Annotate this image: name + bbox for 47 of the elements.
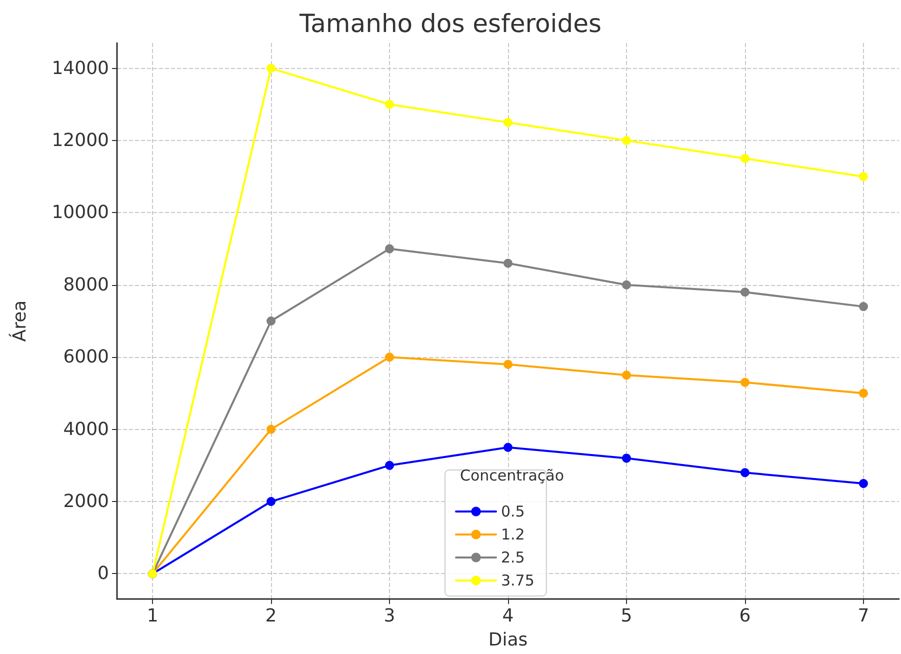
y-tick-label: 6000 bbox=[63, 346, 109, 368]
point bbox=[504, 258, 512, 268]
legend-label: 2.5 bbox=[501, 548, 525, 566]
point bbox=[266, 64, 276, 73]
x-tick-label: 2 bbox=[265, 606, 277, 626]
point bbox=[266, 316, 276, 326]
x-tick-label: 6 bbox=[739, 606, 751, 626]
y-tick-label: 12000 bbox=[52, 130, 109, 151]
chart-title: Tamanho dos esferoides bbox=[298, 9, 602, 38]
y-tick-label: 10000 bbox=[52, 202, 109, 224]
point bbox=[858, 478, 868, 488]
legend-title: Concentração bbox=[460, 466, 564, 484]
y-tick-label: 8000 bbox=[63, 274, 109, 296]
y-tick-label: 4000 bbox=[63, 418, 109, 440]
x-tick-label: 4 bbox=[502, 606, 514, 626]
y-tick-label: 0 bbox=[98, 563, 109, 584]
x-tick-label: 7 bbox=[858, 606, 870, 626]
x-tick-label: 3 bbox=[384, 606, 396, 626]
point bbox=[504, 442, 512, 452]
point bbox=[385, 352, 394, 362]
legend-label: 0.5 bbox=[501, 502, 525, 520]
x-axis-title: Dias bbox=[488, 630, 528, 650]
x-tick-label: 5 bbox=[620, 606, 632, 626]
legend-label: 3.75 bbox=[501, 572, 534, 590]
legend-label: 1.2 bbox=[501, 526, 525, 544]
point bbox=[622, 454, 631, 463]
y-tick-label: 14000 bbox=[52, 58, 109, 79]
point bbox=[385, 244, 394, 254]
y-axis-title: Área bbox=[8, 300, 30, 342]
point bbox=[858, 388, 868, 398]
point bbox=[858, 172, 868, 182]
point bbox=[266, 497, 276, 506]
point bbox=[504, 360, 512, 369]
point bbox=[266, 424, 276, 434]
point bbox=[504, 118, 512, 127]
point bbox=[740, 154, 750, 164]
point bbox=[740, 288, 750, 297]
point bbox=[622, 280, 631, 290]
point bbox=[622, 370, 631, 380]
point bbox=[622, 136, 631, 145]
point bbox=[740, 468, 750, 478]
point bbox=[385, 100, 394, 109]
point bbox=[740, 378, 750, 387]
x-tick-label: 1 bbox=[146, 606, 158, 626]
y-tick-label: 2000 bbox=[63, 491, 109, 512]
point bbox=[385, 460, 394, 470]
point bbox=[858, 302, 868, 312]
